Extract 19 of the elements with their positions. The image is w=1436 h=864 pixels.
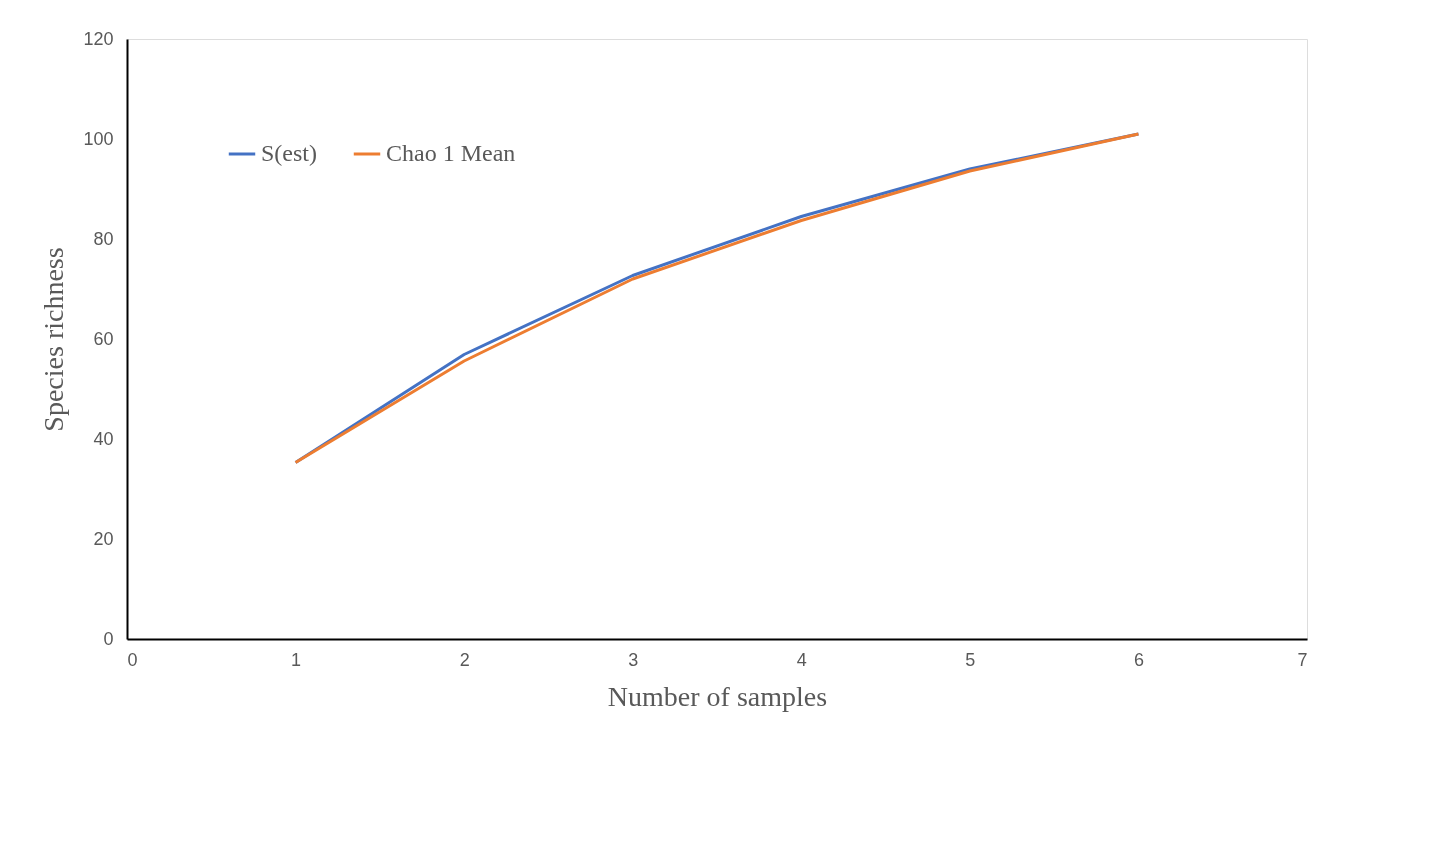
legend-label: S(est) bbox=[261, 140, 317, 166]
y-tick-label: 120 bbox=[83, 28, 114, 49]
x-tick-label: 7 bbox=[1297, 649, 1308, 670]
x-tick-label: 6 bbox=[1133, 649, 1144, 670]
y-tick-label: 0 bbox=[103, 628, 114, 649]
y-tick-label: 40 bbox=[93, 428, 114, 449]
x-tick-label: 5 bbox=[965, 649, 976, 670]
y-tick-label: 80 bbox=[93, 228, 114, 249]
y-tick-label: 60 bbox=[93, 328, 114, 349]
legend-label: Chao 1 Mean bbox=[386, 140, 516, 166]
x-tick-label: 4 bbox=[796, 649, 807, 670]
y-tick-label: 100 bbox=[83, 128, 114, 149]
x-tick-label: 1 bbox=[291, 649, 302, 670]
x-tick-label: 3 bbox=[628, 649, 639, 670]
y-tick-label: 20 bbox=[93, 528, 114, 549]
x-tick-label: 0 bbox=[127, 649, 138, 670]
x-axis-title: Number of samples bbox=[607, 680, 828, 712]
y-axis-title: Species richness bbox=[38, 247, 70, 432]
x-tick-label: 2 bbox=[459, 649, 470, 670]
